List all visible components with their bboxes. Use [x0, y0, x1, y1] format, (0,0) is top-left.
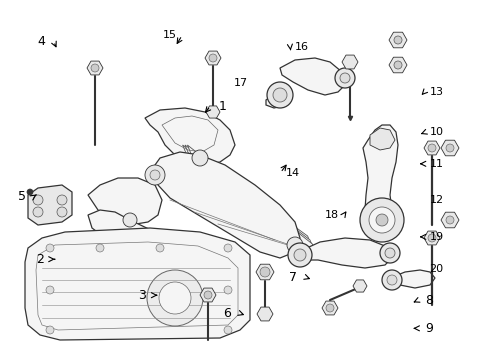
Polygon shape: [440, 212, 458, 228]
Circle shape: [375, 214, 387, 226]
Circle shape: [445, 144, 453, 152]
Polygon shape: [388, 57, 406, 73]
Circle shape: [208, 54, 217, 62]
Text: 12: 12: [429, 195, 443, 205]
Circle shape: [46, 286, 54, 294]
Polygon shape: [280, 58, 345, 95]
Text: 14: 14: [285, 168, 299, 178]
Polygon shape: [87, 61, 103, 75]
Polygon shape: [297, 238, 391, 268]
Circle shape: [147, 270, 203, 326]
Text: 17: 17: [233, 78, 247, 88]
Circle shape: [150, 170, 160, 180]
Circle shape: [224, 244, 231, 252]
Circle shape: [57, 207, 67, 217]
Circle shape: [427, 144, 435, 152]
Circle shape: [203, 291, 212, 299]
Text: 19: 19: [429, 232, 443, 242]
Circle shape: [123, 213, 137, 227]
Polygon shape: [88, 178, 162, 225]
Polygon shape: [187, 145, 317, 256]
Circle shape: [393, 36, 401, 44]
Circle shape: [379, 243, 399, 263]
Circle shape: [427, 234, 435, 242]
Circle shape: [386, 275, 396, 285]
Circle shape: [368, 207, 394, 233]
Polygon shape: [265, 95, 285, 108]
Circle shape: [156, 244, 163, 252]
Circle shape: [445, 216, 453, 224]
Polygon shape: [88, 210, 175, 262]
Circle shape: [91, 64, 99, 72]
Polygon shape: [145, 108, 235, 165]
Circle shape: [96, 244, 104, 252]
Text: 10: 10: [429, 127, 443, 138]
Circle shape: [224, 326, 231, 334]
Text: 5: 5: [18, 190, 26, 203]
Circle shape: [339, 73, 349, 83]
Polygon shape: [200, 288, 216, 302]
Text: 7: 7: [289, 271, 297, 284]
Polygon shape: [440, 140, 458, 156]
Circle shape: [46, 326, 54, 334]
Circle shape: [260, 267, 269, 277]
Circle shape: [46, 244, 54, 252]
Circle shape: [272, 88, 286, 102]
Circle shape: [57, 195, 67, 205]
Circle shape: [334, 68, 354, 88]
Circle shape: [224, 286, 231, 294]
Circle shape: [325, 304, 333, 312]
Text: 6: 6: [223, 307, 231, 320]
Text: 15: 15: [163, 30, 177, 40]
Circle shape: [293, 249, 305, 261]
Text: 3: 3: [138, 289, 145, 302]
Polygon shape: [256, 264, 273, 280]
Circle shape: [393, 61, 401, 69]
Polygon shape: [153, 152, 299, 258]
Circle shape: [33, 195, 43, 205]
Text: 11: 11: [429, 159, 443, 169]
Polygon shape: [257, 307, 272, 321]
Text: 13: 13: [429, 87, 443, 97]
Text: 18: 18: [324, 210, 338, 220]
Text: 20: 20: [429, 264, 443, 274]
Circle shape: [384, 248, 394, 258]
Circle shape: [266, 82, 292, 108]
Text: 16: 16: [295, 42, 308, 52]
Polygon shape: [25, 228, 249, 340]
Text: 1: 1: [218, 100, 226, 113]
Text: 8: 8: [425, 294, 432, 307]
Polygon shape: [28, 185, 72, 225]
Polygon shape: [362, 125, 397, 238]
Circle shape: [286, 237, 303, 253]
Circle shape: [33, 207, 43, 217]
Polygon shape: [341, 55, 357, 69]
Text: 9: 9: [425, 322, 432, 335]
Circle shape: [192, 150, 207, 166]
Polygon shape: [352, 280, 366, 292]
Polygon shape: [389, 270, 434, 288]
Circle shape: [287, 243, 311, 267]
Circle shape: [27, 189, 33, 195]
Polygon shape: [369, 128, 394, 150]
Circle shape: [381, 270, 401, 290]
Circle shape: [145, 165, 164, 185]
Polygon shape: [423, 141, 439, 155]
Polygon shape: [204, 51, 221, 65]
Text: 2: 2: [36, 253, 44, 266]
Polygon shape: [182, 145, 312, 248]
Polygon shape: [423, 231, 439, 245]
Polygon shape: [205, 106, 220, 118]
Circle shape: [359, 198, 403, 242]
Polygon shape: [184, 145, 314, 252]
Polygon shape: [321, 301, 337, 315]
Text: 4: 4: [38, 35, 45, 48]
Polygon shape: [388, 32, 406, 48]
Circle shape: [159, 282, 191, 314]
